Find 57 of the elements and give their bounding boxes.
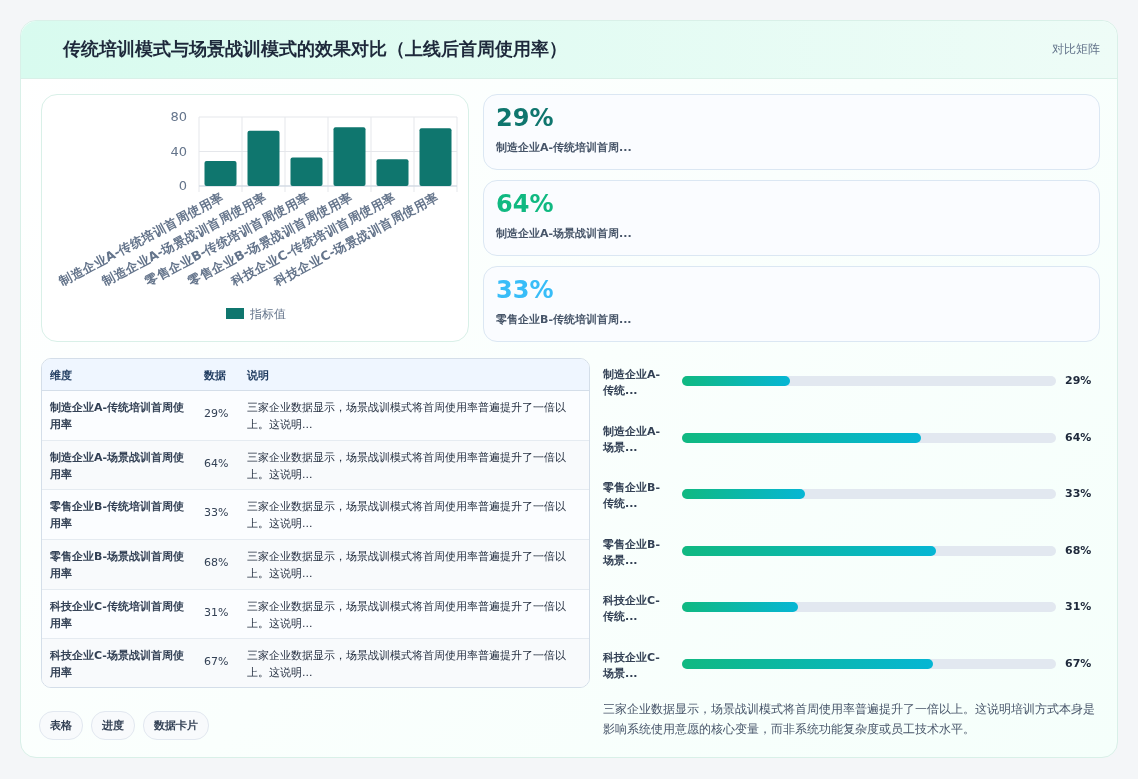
data-label: 64% xyxy=(204,456,229,470)
data-label: 29% xyxy=(496,104,554,132)
data-label: 67% xyxy=(1065,657,1092,670)
category-label: 制造企业A-传统... xyxy=(603,368,661,397)
data-label: 64% xyxy=(1065,430,1092,444)
data-label: 64% xyxy=(496,190,554,218)
data-label: 33% xyxy=(1065,487,1092,501)
text: 对比矩阵 xyxy=(1052,41,1100,58)
text: 维度 xyxy=(50,368,72,383)
text: 三家企业数据显示，场景战训模式将首周使用率普遍提升了一倍以上。这说明... xyxy=(247,499,567,533)
bar xyxy=(247,130,280,186)
category-label: 制造企业A-传统培训首周... xyxy=(496,140,632,155)
bar xyxy=(376,159,409,186)
bar xyxy=(419,128,452,186)
text: 三家企业数据显示，场景战训模式将首周使用率普遍提升了一倍以上。这说明... xyxy=(247,400,567,433)
category-label: 科技企业C-场景战训首周使用率 xyxy=(50,648,185,682)
text: 进度 xyxy=(91,711,135,740)
text: 表格 xyxy=(39,711,83,740)
text: 数据卡片 xyxy=(143,711,209,740)
bar xyxy=(333,127,366,186)
category-label: 科技企业C-场景... xyxy=(603,651,660,680)
category-label: 制造企业A-场景战训首周... xyxy=(496,226,632,241)
y-tick-label: 40 xyxy=(170,143,187,159)
bar xyxy=(290,157,323,186)
category-label: 零售企业B-传统... xyxy=(603,481,660,511)
category-label: 制造企业A-场景战训首周使用率 xyxy=(50,449,186,483)
y-tick-label: 0 xyxy=(178,178,187,193)
chart-title: 传统培训模式与场景战训模式的效果对比（上线后首周使用率） xyxy=(63,37,567,61)
bar xyxy=(204,160,237,186)
text: 三家企业数据显示，场景战训模式将首周使用率普遍提升了一倍以上。这说明... xyxy=(247,648,567,682)
text: 三家企业数据显示，场景战训模式将首周使用率普遍提升了一倍以上。这说明培训方式本身是影响系统使用意愿的核心变量，而非系统功能复杂度或员工技术水平。 xyxy=(603,701,1096,738)
data-label: 29% xyxy=(1065,374,1092,387)
bar xyxy=(682,376,791,386)
data-label: 33% xyxy=(496,276,554,304)
text: 数据 xyxy=(204,368,226,383)
text: 说明 xyxy=(247,368,269,383)
data-label: 68% xyxy=(1065,543,1092,557)
legend-label: 指标值 xyxy=(249,307,286,321)
data-label: 67% xyxy=(204,655,229,669)
text: 三家企业数据显示，场景战训模式将首周使用率普遍提升了一倍以上。这说明... xyxy=(247,449,567,483)
category-label: 制造企业A-场景... xyxy=(603,424,661,454)
text: 三家企业数据显示，场景战训模式将首周使用率普遍提升了一倍以上。这说明... xyxy=(247,598,567,632)
data-label: 33% xyxy=(204,506,229,520)
bar xyxy=(682,602,798,613)
category-label: 零售企业B-传统培训首周... xyxy=(496,312,632,327)
category-label: 科技企业C-传统培训首周使用率 xyxy=(50,598,185,632)
data-label: 31% xyxy=(1065,600,1092,614)
data-label: 31% xyxy=(204,605,229,619)
category-label: 零售企业B-场景... xyxy=(603,537,660,567)
data-label: 68% xyxy=(204,556,229,569)
y-tick-label: 80 xyxy=(170,109,187,124)
category-label: 零售企业B-场景战训首周使用率 xyxy=(50,549,185,582)
category-label: 制造企业A-传统培训首周使用率 xyxy=(50,400,186,433)
data-label: 29% xyxy=(204,407,229,420)
category-label: 零售企业B-传统培训首周使用率 xyxy=(50,499,185,533)
category-label: 科技企业C-传统... xyxy=(603,594,660,624)
text: 三家企业数据显示，场景战训模式将首周使用率普遍提升了一倍以上。这说明... xyxy=(247,549,567,582)
